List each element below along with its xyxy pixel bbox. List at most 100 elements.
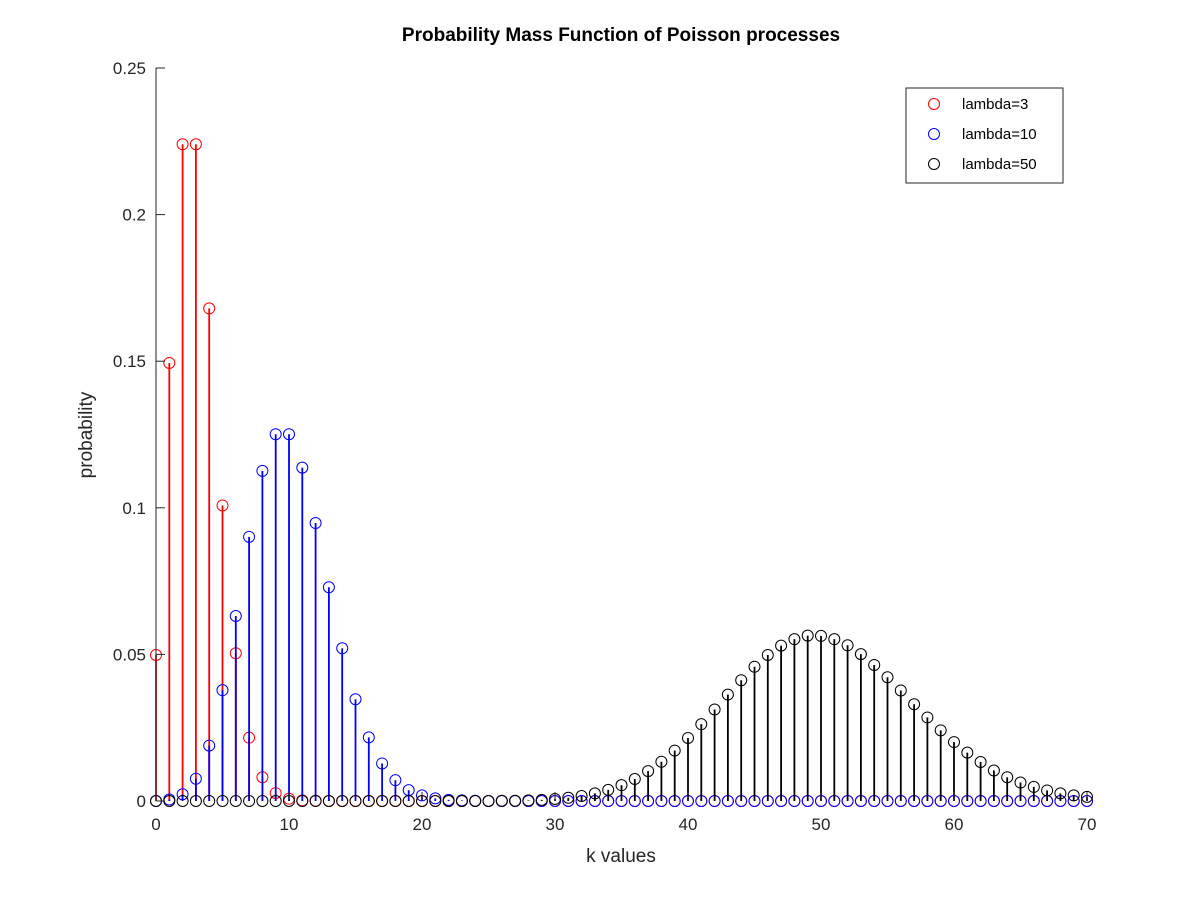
marker-lambda=10-k6 xyxy=(229,609,242,622)
legend-label-lambda=50: lambda=50 xyxy=(962,156,1037,173)
marker-lambda=50-k34 xyxy=(602,783,615,796)
marker-lambda=50-k32 xyxy=(575,790,588,803)
marker-lambda=50-k46 xyxy=(761,648,774,661)
marker-lambda=50-k41 xyxy=(695,718,708,731)
marker-lambda=3-k4 xyxy=(203,302,216,315)
marker-lambda=10-k8 xyxy=(256,464,269,477)
y-tick-label-0.1: 0.1 xyxy=(122,499,146,518)
marker-lambda=10-k9 xyxy=(269,428,282,441)
y-tick-label-0: 0 xyxy=(137,792,146,811)
marker-lambda=10-k5 xyxy=(216,684,229,697)
marker-lambda=50-k62 xyxy=(974,756,987,769)
x-tick-label-40: 40 xyxy=(679,815,698,834)
marker-lambda=50-k28 xyxy=(522,794,535,807)
marker-lambda=50-k56 xyxy=(894,684,907,697)
marker-lambda=50-k26 xyxy=(495,794,508,807)
marker-lambda=50-k60 xyxy=(948,736,960,749)
marker-lambda=50-k67 xyxy=(1041,784,1054,797)
axes-group: 0 10 20 30 40 50 60 70 0 0.05 0.1 0.15 0.2 0.25 xyxy=(113,59,1097,834)
marker-lambda=50-k65 xyxy=(1014,776,1027,789)
marker-lambda=10-k11 xyxy=(296,461,309,474)
x-tick-label-10: 10 xyxy=(280,815,299,834)
marker-lambda=50-k47 xyxy=(775,639,788,652)
marker-lambda=50-k9 xyxy=(269,795,282,807)
marker-lambda=50-k54 xyxy=(868,658,881,671)
marker-lambda=50-k3 xyxy=(189,795,202,807)
x-tick-label-30: 30 xyxy=(546,815,565,834)
marker-lambda=50-k52 xyxy=(841,639,854,652)
y-axis-label: probability xyxy=(76,391,97,478)
marker-lambda=10-k32 xyxy=(575,795,588,807)
marker-lambda=50-k16 xyxy=(362,795,375,807)
marker-lambda=50-k42 xyxy=(708,703,721,716)
marker-lambda=50-k61 xyxy=(961,746,974,759)
marker-lambda=50-k31 xyxy=(562,791,575,804)
marker-lambda=50-k18 xyxy=(389,795,402,807)
marker-lambda=50-k40 xyxy=(682,731,694,744)
marker-lambda=50-k5 xyxy=(216,795,229,807)
legend-marker-lambda=50 xyxy=(928,158,940,170)
marker-lambda=50-k14 xyxy=(336,795,349,807)
marker-lambda=50-k38 xyxy=(655,755,668,768)
marker-lambda=50-k8 xyxy=(256,795,269,807)
x-tick-label-50: 50 xyxy=(812,815,831,834)
marker-lambda=10-k14 xyxy=(336,642,349,655)
marker-lambda=50-k45 xyxy=(748,660,761,673)
marker-lambda=50-k7 xyxy=(243,795,256,807)
marker-lambda=50-k66 xyxy=(1027,780,1040,793)
marker-lambda=50-k37 xyxy=(642,765,655,778)
marker-lambda=10-k15 xyxy=(349,693,362,706)
marker-lambda=50-k63 xyxy=(987,764,1000,777)
marker-lambda=3-k2 xyxy=(176,138,189,151)
marker-lambda=50-k6 xyxy=(229,795,242,807)
marker-lambda=10-k3 xyxy=(189,772,202,785)
marker-lambda=10-k2 xyxy=(176,788,189,801)
marker-lambda=50-k17 xyxy=(376,795,389,807)
chart-title: Probability Mass Function of Poisson pro… xyxy=(402,25,840,46)
marker-lambda=10-k10 xyxy=(283,428,295,441)
marker-lambda=50-k44 xyxy=(735,674,748,687)
marker-lambda=50-k4 xyxy=(203,795,216,807)
marker-lambda=50-k29 xyxy=(535,793,548,806)
marker-lambda=50-k35 xyxy=(615,779,628,792)
x-tick-label-60: 60 xyxy=(945,815,964,834)
marker-lambda=50-k50 xyxy=(815,629,827,642)
marker-lambda=50-k49 xyxy=(801,629,814,642)
marker-lambda=10-k21 xyxy=(429,792,442,805)
marker-lambda=10-k7 xyxy=(243,530,256,543)
y-tick-label-0.25: 0.25 xyxy=(113,59,146,78)
marker-lambda=3-k5 xyxy=(216,499,229,512)
marker-lambda=50-k27 xyxy=(509,794,522,807)
stem-series-group xyxy=(150,138,1093,807)
y-tick-label-0.05: 0.05 xyxy=(113,645,146,664)
legend-label-lambda=3: lambda=3 xyxy=(962,96,1028,113)
marker-lambda=10-k18 xyxy=(389,774,402,787)
marker-lambda=10-k16 xyxy=(362,731,375,744)
marker-lambda=50-k69 xyxy=(1067,789,1080,802)
marker-lambda=50-k36 xyxy=(628,773,641,786)
marker-lambda=50-k64 xyxy=(1001,771,1014,784)
marker-lambda=50-k23 xyxy=(455,795,468,807)
legend-marker-lambda=10 xyxy=(928,128,940,140)
marker-lambda=50-k51 xyxy=(828,633,841,646)
marker-lambda=10-k12 xyxy=(309,517,322,530)
marker-lambda=10-k17 xyxy=(376,757,389,770)
marker-lambda=50-k19 xyxy=(402,795,415,807)
x-tick-label-70: 70 xyxy=(1078,815,1097,834)
y-tick-label-0.15: 0.15 xyxy=(113,352,146,371)
series-lambda=50 xyxy=(150,629,1093,807)
marker-lambda=50-k68 xyxy=(1054,787,1067,800)
marker-lambda=10-k13 xyxy=(322,581,335,594)
marker-lambda=50-k48 xyxy=(788,633,801,646)
x-tick-label-20: 20 xyxy=(413,815,432,834)
marker-lambda=50-k13 xyxy=(322,795,335,807)
x-tick-label-0: 0 xyxy=(151,815,160,834)
y-tick-label-0.2: 0.2 xyxy=(122,206,146,225)
marker-lambda=3-k3 xyxy=(189,138,202,151)
marker-lambda=50-k57 xyxy=(908,698,921,711)
legend: lambda=3 lambda=10 lambda=50 xyxy=(905,87,1064,184)
marker-lambda=3-k1 xyxy=(163,356,176,369)
legend-marker-lambda=3 xyxy=(928,98,940,110)
marker-lambda=50-k11 xyxy=(296,795,309,807)
